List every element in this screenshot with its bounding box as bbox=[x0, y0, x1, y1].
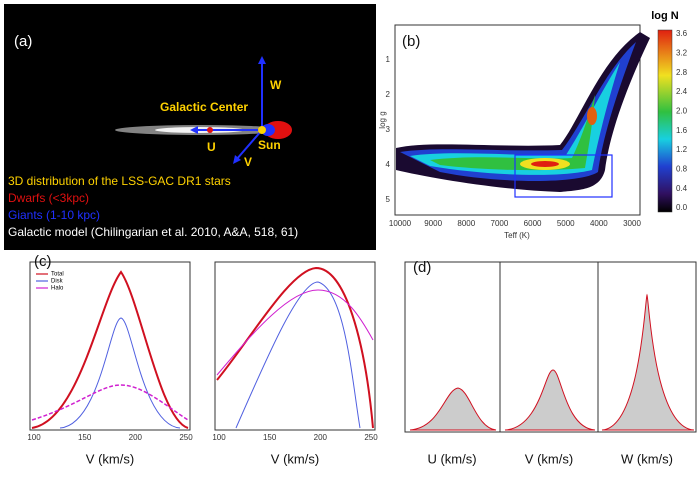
density-level bbox=[410, 62, 620, 175]
x-tick-label: 5000 bbox=[557, 219, 575, 228]
x-tick-label: 250 bbox=[364, 433, 378, 442]
x-tick-label: 100 bbox=[212, 433, 226, 442]
colorbar-tick-label: 1.6 bbox=[676, 126, 688, 135]
x-axis-label: V (km/s) bbox=[271, 451, 319, 466]
x-axis-label: V (km/s) bbox=[86, 451, 134, 466]
total-curve bbox=[216, 266, 374, 429]
x-tick-label: 4000 bbox=[590, 219, 608, 228]
panel-c-right-frame bbox=[214, 261, 376, 431]
colorbar-tick-label: 0.0 bbox=[676, 203, 688, 212]
y-tick-label: 2 bbox=[386, 90, 391, 99]
panel-label: (c) bbox=[34, 253, 52, 270]
colorbar-tick-label: 1.2 bbox=[676, 145, 688, 154]
colorbar-tick-label: 3.2 bbox=[676, 48, 688, 57]
disk-curve bbox=[235, 281, 361, 429]
x-tick-label: 150 bbox=[78, 433, 92, 442]
x-tick-label: 3000 bbox=[623, 219, 641, 228]
x-axis-label: U (km/s) bbox=[427, 451, 476, 466]
colorbar-tick-label: 3.6 bbox=[676, 29, 688, 38]
colorbar-tick-label: 2.0 bbox=[676, 106, 688, 115]
v-histogram bbox=[504, 369, 596, 431]
legend-model: Galactic model (Chilingarian et al. 2010… bbox=[8, 225, 298, 239]
u-histogram bbox=[409, 387, 497, 431]
y-tick-label: 3 bbox=[386, 125, 391, 134]
legend-entry: Total bbox=[51, 272, 64, 278]
x-axis-label: Teff (K) bbox=[504, 231, 530, 240]
caption: 3D distribution of the LSS-GAC DR1 stars bbox=[8, 174, 231, 188]
panel-label: (a) bbox=[14, 33, 32, 50]
y-tick-label: 4 bbox=[386, 160, 391, 169]
x-tick-label: 6000 bbox=[524, 219, 542, 228]
annotation: Sun bbox=[258, 138, 281, 152]
density-peak bbox=[587, 107, 597, 125]
arrow-head bbox=[258, 56, 266, 64]
arrow-head bbox=[233, 155, 241, 164]
x-tick-label: 100 bbox=[27, 433, 41, 442]
x-axis-label: W (km/s) bbox=[621, 451, 673, 466]
colorbar bbox=[657, 29, 673, 213]
x-tick-label: 10000 bbox=[389, 219, 412, 228]
w-histogram bbox=[601, 293, 695, 431]
halo-curve bbox=[216, 289, 374, 376]
colorbar-tick-label: 0.8 bbox=[676, 164, 688, 173]
halo-curve bbox=[31, 384, 189, 421]
disk-curve bbox=[59, 317, 181, 429]
x-tick-label: 250 bbox=[179, 433, 193, 442]
y-tick-label: 1 bbox=[386, 55, 391, 64]
colorbar-tick-label: 2.4 bbox=[676, 87, 688, 96]
colorbar-tick-label: 2.8 bbox=[676, 68, 688, 77]
panel-label: (b) bbox=[402, 33, 420, 50]
annotation: W bbox=[270, 78, 282, 92]
density-peak bbox=[531, 161, 559, 167]
sun-marker bbox=[258, 126, 266, 134]
annotation: Galactic Center bbox=[160, 100, 248, 114]
selection-box bbox=[514, 154, 613, 198]
colorbar-title: log N bbox=[651, 10, 679, 22]
legend-dwarfs: Dwarfs (<3kpc) bbox=[8, 191, 89, 205]
density-level bbox=[430, 95, 595, 171]
colorbar-tick-label: 0.4 bbox=[676, 184, 688, 193]
x-tick-label: 200 bbox=[314, 433, 328, 442]
arrow-head bbox=[190, 126, 198, 134]
legend-entry: Halo bbox=[51, 286, 64, 292]
x-tick-label: 200 bbox=[129, 433, 143, 442]
legend-entry: Disk bbox=[51, 279, 64, 285]
x-axis-label: V (km/s) bbox=[525, 451, 573, 466]
x-tick-label: 9000 bbox=[424, 219, 442, 228]
center-marker bbox=[207, 127, 213, 133]
y-axis-label: log g bbox=[378, 111, 387, 128]
legend-giants: Giants (1-10 kpc) bbox=[8, 208, 100, 222]
x-tick-label: 7000 bbox=[491, 219, 509, 228]
panel-c-left-frame bbox=[29, 261, 191, 431]
y-tick-label: 5 bbox=[386, 195, 391, 204]
total-curve bbox=[31, 270, 189, 429]
x-tick-label: 8000 bbox=[457, 219, 475, 228]
x-tick-label: 150 bbox=[263, 433, 277, 442]
axis-v bbox=[235, 129, 263, 161]
annotation: V bbox=[244, 155, 252, 169]
panel-label: (d) bbox=[413, 259, 431, 276]
annotation: U bbox=[207, 140, 216, 154]
